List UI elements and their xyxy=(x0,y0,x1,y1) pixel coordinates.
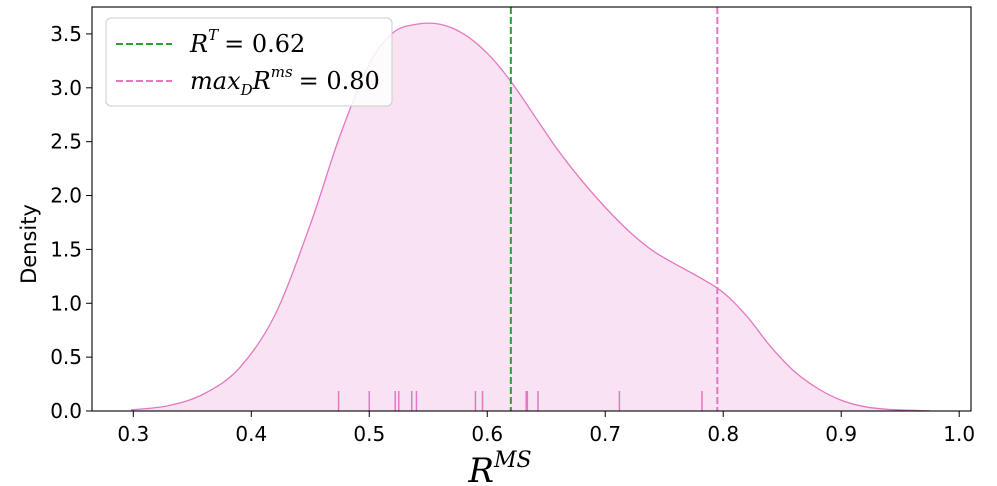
legend-rt-label: RT = 0.62 xyxy=(189,26,305,58)
reference-lines xyxy=(509,7,719,411)
x-tick-label: 0.4 xyxy=(235,422,267,446)
density-fill xyxy=(130,23,930,411)
y-tick-label: 1.0 xyxy=(50,291,82,315)
legend-max-label: maxDRms = 0.80 xyxy=(190,63,380,99)
y-tick-label: 0.5 xyxy=(50,345,82,369)
y-tick-label: 3.5 xyxy=(50,22,82,46)
x-tick-label: 0.7 xyxy=(589,422,621,446)
y-tick-label: 2.0 xyxy=(50,184,82,208)
y-axis-ticks: 0.0 0.5 1.0 1.5 2.0 2.5 3.0 3.5 xyxy=(50,22,92,423)
x-tick-label: 0.8 xyxy=(707,422,739,446)
x-tick-label: 1.0 xyxy=(943,422,975,446)
plot-area xyxy=(130,7,930,412)
y-tick-label: 0.0 xyxy=(50,399,82,423)
y-axis-label: Density xyxy=(17,204,41,284)
y-tick-label: 1.5 xyxy=(50,237,82,261)
x-tick-label: 0.3 xyxy=(117,422,149,446)
legend: RT = 0.62 maxDRms = 0.80 xyxy=(105,17,393,107)
x-tick-label: 0.5 xyxy=(353,422,385,446)
y-tick-label: 3.0 xyxy=(50,76,82,100)
x-axis-label: RMS xyxy=(467,448,531,486)
x-tick-label: 0.6 xyxy=(471,422,503,446)
x-axis-ticks: 0.3 0.4 0.5 0.6 0.7 0.8 0.9 1.0 xyxy=(117,411,975,446)
x-tick-label: 0.9 xyxy=(825,422,857,446)
axes-frame xyxy=(91,6,972,412)
y-tick-label: 2.5 xyxy=(50,130,82,154)
rug-marks xyxy=(337,391,703,411)
density-line xyxy=(130,22,930,412)
legend-box xyxy=(105,17,393,107)
